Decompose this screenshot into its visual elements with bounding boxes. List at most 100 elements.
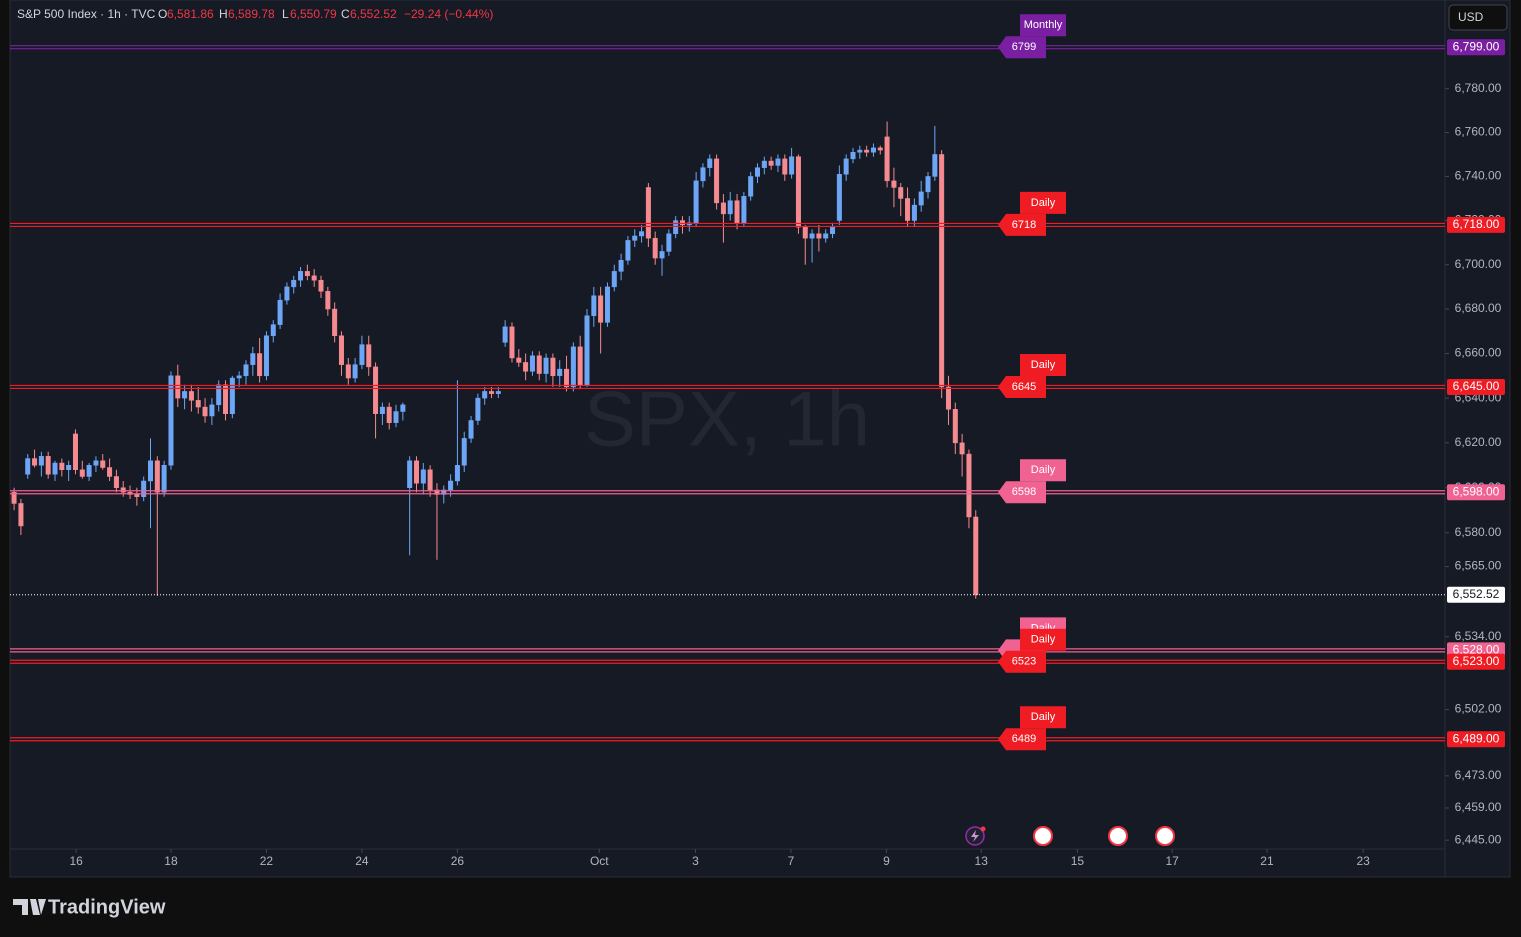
price-label-box: [1447, 216, 1505, 233]
candle-body: [966, 453, 972, 518]
candle-body: [475, 397, 481, 421]
candle-body: [332, 308, 338, 336]
candle-body: [536, 355, 542, 374]
price-label: 6,718.00: [1453, 217, 1500, 231]
x-tick-label: 26: [451, 854, 465, 868]
candle-body: [270, 324, 276, 336]
ohlc-key: C: [341, 7, 350, 21]
y-tick-label: 6,740.00: [1455, 169, 1502, 183]
price-label-box: [1447, 653, 1505, 670]
candle-body: [625, 240, 631, 261]
candle-body: [11, 491, 17, 504]
candle-body: [543, 357, 549, 374]
candle-body: [932, 154, 938, 177]
event-dot: [980, 826, 986, 832]
level-name-box: [1020, 14, 1066, 37]
price-label: 6,799.00: [1453, 39, 1500, 53]
candle-body: [188, 391, 194, 401]
candle-body: [277, 299, 283, 325]
level-name-box: [1020, 191, 1066, 214]
last-price-box: [1447, 586, 1505, 603]
candle-body: [66, 465, 72, 471]
candle-body: [304, 271, 310, 277]
y-tick-label: 6,660.00: [1455, 346, 1502, 360]
candle-body: [175, 375, 181, 399]
level-name: Daily: [1031, 197, 1056, 209]
y-tick-label: 6,580.00: [1455, 525, 1502, 539]
price-label-box: [1447, 484, 1505, 501]
candle-body: [823, 233, 829, 239]
level-marker: [998, 481, 1046, 504]
candle-body: [489, 391, 495, 394]
currency[interactable]: USD: [1458, 10, 1484, 24]
ohlc-value: 6,581.86: [167, 7, 214, 21]
candle-body: [830, 226, 836, 235]
candle-body: [795, 156, 801, 228]
candle-body: [72, 433, 78, 471]
candle-body: [400, 404, 406, 412]
candle-body: [952, 409, 958, 444]
candle-body: [666, 233, 672, 252]
candle-body: [843, 158, 849, 175]
candle-body: [393, 411, 399, 423]
candle-body: [564, 368, 570, 388]
candle-body: [529, 355, 535, 372]
candle-body: [850, 152, 856, 160]
candle-body: [618, 260, 624, 272]
candle-body: [420, 469, 426, 484]
candle-body: [809, 233, 815, 239]
candle-body: [673, 220, 679, 235]
level-marker: [998, 36, 1046, 59]
change: −29.24 (−0.44%): [404, 7, 493, 21]
candle-body: [775, 158, 781, 166]
candle-body: [373, 366, 379, 415]
candle-body: [611, 271, 617, 288]
chart-panel: [9, 0, 1511, 878]
candle-body: [652, 237, 658, 259]
candle-body: [905, 198, 911, 221]
candle-body: [195, 400, 201, 408]
candle-body: [366, 344, 372, 368]
event-icon[interactable]: [1033, 826, 1053, 846]
currency-button[interactable]: USD: [1448, 4, 1508, 31]
event-glyph: [971, 830, 979, 842]
candle-body: [693, 180, 699, 223]
event-icon[interactable]: [1108, 826, 1128, 846]
candle-body: [345, 364, 351, 379]
candle-body: [550, 357, 556, 377]
candle-body: [263, 335, 269, 377]
candle-body: [918, 191, 924, 206]
level-name-box: [1020, 459, 1066, 482]
y-tick-label: 6,565.00: [1455, 559, 1502, 573]
candle-body: [318, 279, 324, 292]
candle-body: [891, 180, 897, 188]
candle-body: [557, 368, 563, 377]
candle-body: [100, 460, 106, 468]
x-tick-label: 22: [260, 854, 274, 868]
level-name-box: [1020, 628, 1066, 651]
level-name: Daily: [1031, 464, 1056, 476]
candle-body: [161, 465, 167, 493]
candle-body: [52, 462, 58, 475]
brand-logo: [13, 899, 46, 915]
candle-body: [250, 353, 256, 365]
candle-body: [502, 326, 508, 343]
brand: TradingView: [13, 896, 166, 918]
candle-body: [18, 503, 24, 527]
candle-body: [311, 275, 317, 281]
y-tick-label: 6,473.00: [1455, 768, 1502, 782]
price-label: 6,523.00: [1453, 654, 1500, 668]
y-tick-label: 6,760.00: [1455, 125, 1502, 139]
currency-box[interactable]: [1448, 4, 1508, 31]
candle-body: [216, 384, 222, 406]
price-label-box: [1447, 731, 1505, 748]
candle-body: [509, 326, 515, 359]
candle-body: [59, 462, 65, 471]
x-tick-label: 16: [69, 854, 83, 868]
last-price-label: 6,552.52: [1453, 587, 1500, 601]
x-tick-label: 15: [1071, 854, 1085, 868]
event-icon[interactable]: [1155, 826, 1175, 846]
candle-body: [379, 406, 385, 415]
candle-body: [154, 460, 160, 493]
